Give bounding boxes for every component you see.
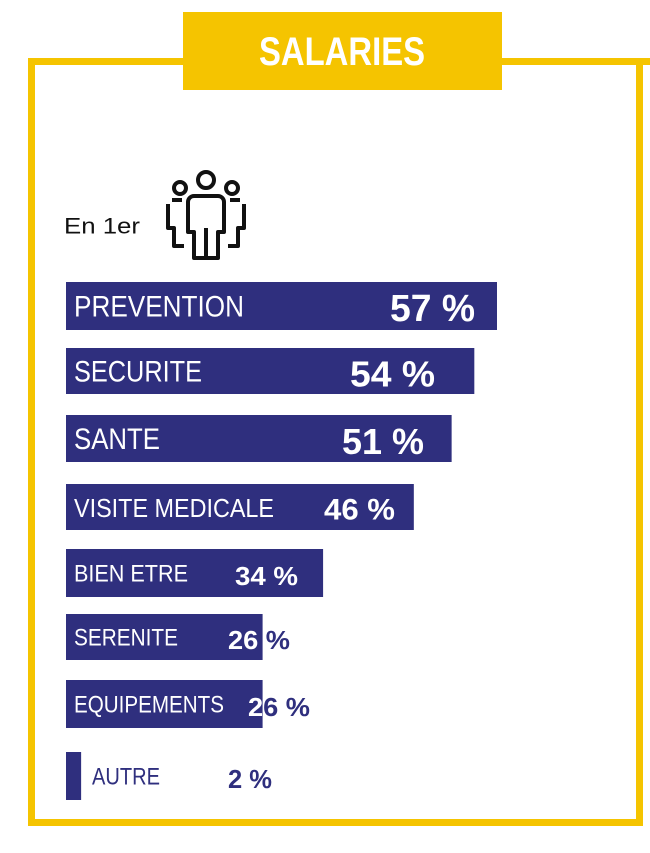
value-label: 26 % [248, 692, 310, 722]
value-label: 57 % [390, 288, 475, 330]
value-label: 46 % [324, 494, 395, 527]
bar [66, 549, 324, 597]
category-label: SERENITE [74, 625, 178, 652]
category-label: PREVENTION [74, 291, 244, 324]
category-label: SECURITE [74, 356, 202, 389]
value-label: 26 % [248, 692, 310, 722]
frame [28, 12, 650, 826]
category-label: SECURITE [74, 356, 202, 389]
category-label: VISITE MEDICALE [74, 493, 274, 523]
value-label: 34 % [235, 561, 298, 591]
category-label: BIEN ETRE [74, 561, 188, 588]
value-label: 26 % [228, 625, 290, 655]
value-label: 34 % [235, 561, 298, 591]
value-label: 51 % [342, 421, 424, 462]
frame-top-right [498, 58, 650, 65]
value-label: 54 % [350, 354, 435, 395]
chart-title: SALARIES [259, 30, 425, 74]
value-label: 57 % [390, 288, 475, 330]
bar [66, 752, 82, 800]
bar [66, 680, 263, 728]
category-label: EQUIPEMENTS [74, 692, 224, 719]
title-box [183, 12, 502, 90]
category-label: SANTE [74, 423, 160, 456]
category-label: AUTRE [92, 764, 160, 791]
category-label: BIEN ETRE [74, 561, 188, 588]
people-icon [166, 170, 246, 260]
value-label: 2 % [228, 764, 272, 794]
bar [66, 614, 263, 660]
value-label: 46 % [324, 494, 395, 527]
frame-top-left [28, 58, 188, 65]
value-label: 26 % [228, 625, 290, 655]
annotation: En 1er [64, 214, 140, 239]
frame-right [636, 58, 643, 826]
category-label: VISITE MEDICALE [74, 493, 274, 523]
value-label: 51 % [342, 421, 424, 462]
value-label: 54 % [350, 354, 435, 395]
bar [66, 415, 452, 462]
bar [66, 282, 497, 330]
bar [66, 348, 475, 394]
frame-bottom [28, 819, 643, 826]
frame-left [28, 58, 35, 826]
category-label: SANTE [74, 423, 160, 456]
category-label: PREVENTION [74, 291, 244, 324]
bar [66, 484, 414, 530]
category-label: EQUIPEMENTS [74, 692, 224, 719]
category-label: SERENITE [74, 625, 178, 652]
